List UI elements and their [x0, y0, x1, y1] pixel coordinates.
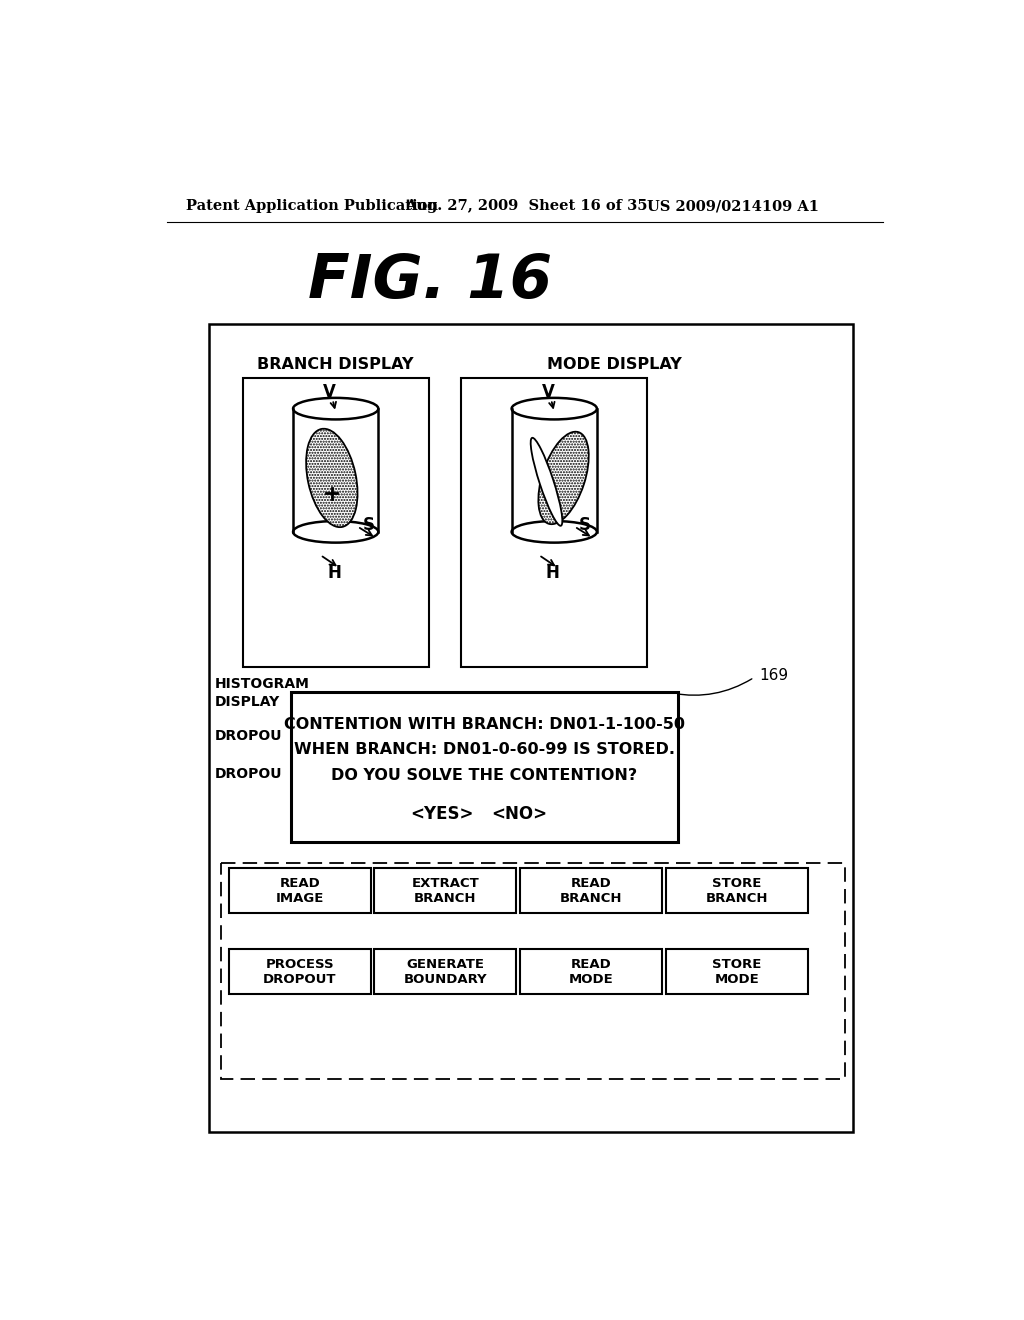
Bar — [228, 949, 371, 994]
Text: H: H — [328, 564, 341, 582]
Text: CONTENTION WITH BRANCH: DN01-1-100-50: CONTENTION WITH BRANCH: DN01-1-100-50 — [284, 717, 685, 731]
Text: READ
MODE: READ MODE — [568, 957, 613, 986]
Text: S: S — [580, 516, 591, 533]
Bar — [520, 869, 662, 913]
Ellipse shape — [293, 521, 378, 543]
Text: READ
BRANCH: READ BRANCH — [560, 876, 623, 904]
Bar — [291, 692, 678, 842]
Bar — [375, 949, 516, 994]
Text: DISPLAY: DISPLAY — [215, 696, 280, 709]
Text: DROPOU: DROPOU — [215, 729, 283, 743]
Ellipse shape — [293, 397, 378, 420]
Text: Patent Application Publication: Patent Application Publication — [186, 199, 438, 213]
Text: US 2009/0214109 A1: US 2009/0214109 A1 — [647, 199, 819, 213]
Ellipse shape — [512, 397, 597, 420]
Text: PROCESS
DROPOUT: PROCESS DROPOUT — [263, 957, 337, 986]
Text: H: H — [546, 564, 560, 582]
Text: HISTOGRAM: HISTOGRAM — [215, 677, 309, 690]
Text: DROPOU: DROPOU — [215, 767, 283, 781]
Ellipse shape — [306, 429, 357, 527]
Bar — [666, 949, 808, 994]
Text: DO YOU SOLVE THE CONTENTION?: DO YOU SOLVE THE CONTENTION? — [332, 768, 638, 783]
Bar — [221, 863, 845, 1078]
Text: EXTRACT
BRANCH: EXTRACT BRANCH — [412, 876, 479, 904]
Text: READ
IMAGE: READ IMAGE — [275, 876, 324, 904]
Bar — [520, 949, 662, 994]
Bar — [209, 323, 853, 1133]
Bar — [666, 869, 808, 913]
Bar — [243, 378, 429, 667]
Ellipse shape — [530, 438, 562, 525]
Text: S: S — [362, 516, 374, 533]
Text: <NO>: <NO> — [492, 805, 548, 822]
Text: FIG. 16: FIG. 16 — [308, 252, 552, 312]
Text: WHEN BRANCH: DN01-0-60-99 IS STORED.: WHEN BRANCH: DN01-0-60-99 IS STORED. — [294, 742, 675, 758]
Ellipse shape — [539, 432, 589, 524]
Bar — [375, 869, 516, 913]
Text: <YES>: <YES> — [411, 805, 474, 822]
Text: Aug. 27, 2009  Sheet 16 of 35: Aug. 27, 2009 Sheet 16 of 35 — [406, 199, 648, 213]
Text: V: V — [542, 383, 554, 401]
Text: STORE
MODE: STORE MODE — [712, 957, 762, 986]
Text: GENERATE
BOUNDARY: GENERATE BOUNDARY — [403, 957, 487, 986]
Ellipse shape — [512, 521, 597, 543]
Text: STORE
BRANCH: STORE BRANCH — [706, 876, 768, 904]
Text: V: V — [323, 383, 336, 401]
Bar — [228, 869, 371, 913]
Text: BRANCH DISPLAY: BRANCH DISPLAY — [257, 358, 414, 372]
Bar — [461, 378, 647, 667]
Text: MODE DISPLAY: MODE DISPLAY — [547, 358, 682, 372]
Text: 169: 169 — [760, 668, 788, 684]
